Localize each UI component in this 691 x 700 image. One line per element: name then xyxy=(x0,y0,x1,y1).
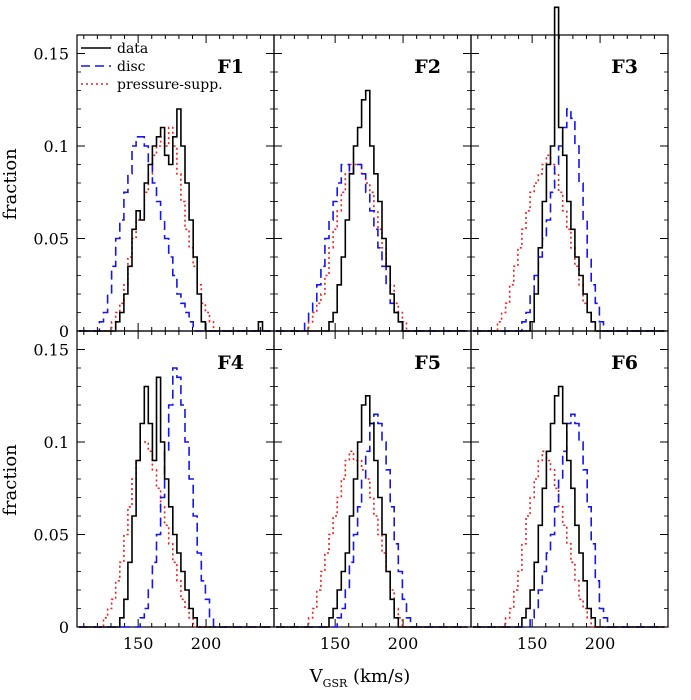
labels-layer: fraction fraction VGSR (km/s) xyxy=(0,148,410,690)
panel-frame xyxy=(76,330,275,628)
y-tick-label: 0 xyxy=(59,618,69,637)
y-axis-label-top: fraction xyxy=(0,148,21,220)
y-tick-label: 0.1 xyxy=(44,137,69,156)
panel-f6: 150 200 F6 xyxy=(470,330,669,653)
panel-f3: F3 xyxy=(470,6,669,332)
series-line-disc xyxy=(79,136,271,332)
panel-label: F5 xyxy=(414,352,441,374)
y-tick-label: 0.15 xyxy=(33,45,69,64)
panel-f5: 150 200 F5 xyxy=(273,330,472,653)
series-line-data xyxy=(473,385,665,628)
legend-label-data: data xyxy=(117,41,148,57)
series-line-disc xyxy=(473,413,665,628)
legend: data disc pressure-supp. xyxy=(81,41,223,93)
y-tick-label: 0.05 xyxy=(33,230,69,249)
series-line-pressure xyxy=(276,450,468,628)
panel-f4: 0 0.05 0.1 0.15 150 200 F4 xyxy=(33,330,275,653)
panel-frame xyxy=(470,34,669,332)
x-tick-label: 200 xyxy=(191,634,222,653)
y-tick-label: 0.1 xyxy=(44,433,69,452)
panel-frame xyxy=(273,34,472,332)
x-tick-label: 200 xyxy=(585,634,616,653)
x-axis-label: VGSR (km/s) xyxy=(309,666,411,690)
panels-layer: 0 0.05 0.1 0.15 F1 F2 F3 0 0.05 0.1 0.15 150 200 F4 15… xyxy=(33,6,669,653)
panel-label: F3 xyxy=(611,56,638,78)
series-line-disc xyxy=(276,163,468,332)
series-line-pressure xyxy=(276,163,468,332)
panel-label: F2 xyxy=(414,56,441,78)
series-line-data xyxy=(276,395,468,628)
legend-label-disc: disc xyxy=(117,59,146,75)
x-tick-label: 150 xyxy=(320,634,351,653)
legend-label-pressure: pressure-supp. xyxy=(117,77,223,93)
x-tick-label: 150 xyxy=(123,634,154,653)
series-line-pressure xyxy=(473,450,665,628)
x-axis-label-sub: GSR xyxy=(323,677,348,690)
panel-label: F4 xyxy=(217,352,244,374)
series-line-disc xyxy=(473,108,665,332)
y-tick-label: 0.15 xyxy=(33,341,69,360)
series-line-disc xyxy=(79,367,271,628)
y-tick-label: 0.05 xyxy=(33,526,69,545)
y-tick-label: 0 xyxy=(59,322,69,341)
panel-frame xyxy=(273,330,472,628)
y-axis-label-bottom: fraction xyxy=(0,444,21,516)
series-line-pressure xyxy=(79,126,271,332)
panel-f2: F2 xyxy=(273,34,472,332)
series-line-disc xyxy=(276,413,468,628)
x-tick-label: 150 xyxy=(517,634,548,653)
series-line-data xyxy=(79,376,271,628)
series-line-pressure xyxy=(473,154,665,332)
panel-label: F1 xyxy=(217,56,244,78)
x-axis-label-main: V xyxy=(309,666,324,687)
x-axis-label-unit: (km/s) xyxy=(347,666,410,687)
panel-label: F6 xyxy=(611,352,638,374)
x-tick-label: 200 xyxy=(388,634,419,653)
panel-frame xyxy=(470,330,669,628)
